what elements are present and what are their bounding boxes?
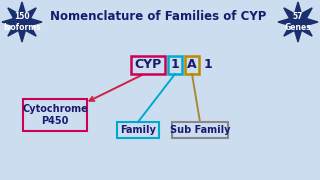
Text: Sub Family: Sub Family [170, 125, 230, 135]
Text: Family: Family [120, 125, 156, 135]
Text: Cytochrome
P450: Cytochrome P450 [22, 104, 88, 126]
Polygon shape [2, 2, 42, 42]
Text: 150
Isoforms: 150 Isoforms [3, 12, 41, 32]
Polygon shape [278, 2, 318, 42]
Text: 1: 1 [204, 58, 212, 71]
Text: CYP: CYP [134, 58, 162, 71]
Text: Nomenclature of Families of CYP: Nomenclature of Families of CYP [50, 10, 266, 22]
Text: A: A [187, 58, 197, 71]
Text: 1: 1 [171, 58, 180, 71]
Text: 57
Genes: 57 Genes [284, 12, 311, 32]
